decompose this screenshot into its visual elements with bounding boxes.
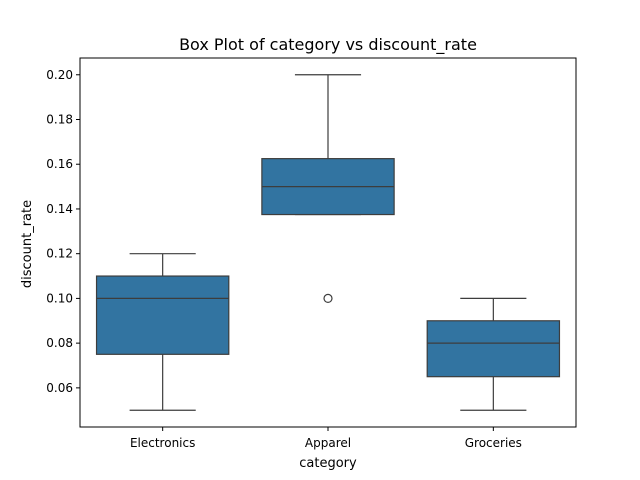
y-tick-label: 0.14 — [46, 202, 73, 216]
y-tick-label: 0.18 — [46, 113, 73, 127]
plot-frame — [79, 57, 577, 428]
plot-area: 0.06 0.08 0.10 0.12 0.14 0.16 0.18 0.20 Electron… — [46, 68, 561, 450]
outlier-point — [323, 293, 333, 304]
y-tick-label: 0.06 — [46, 381, 73, 395]
y-tick-label: 0.20 — [46, 68, 73, 82]
y-tick-label: 0.16 — [46, 157, 73, 171]
y-tick-label: 0.10 — [46, 291, 73, 305]
x-tick-label: Apparel — [305, 436, 351, 450]
y-tick-label: 0.08 — [46, 336, 73, 350]
x-tick-label: Electronics — [130, 436, 195, 450]
y-axis-label: discount_rate — [20, 200, 35, 288]
box-electronics — [95, 275, 230, 355]
box-groceries — [426, 320, 561, 378]
y-tick-label: 0.12 — [46, 247, 73, 261]
x-axis-label: category — [299, 456, 357, 471]
chart-title: Box Plot of category vs discount_rate — [179, 35, 477, 55]
x-tick-label: Groceries — [465, 436, 522, 450]
